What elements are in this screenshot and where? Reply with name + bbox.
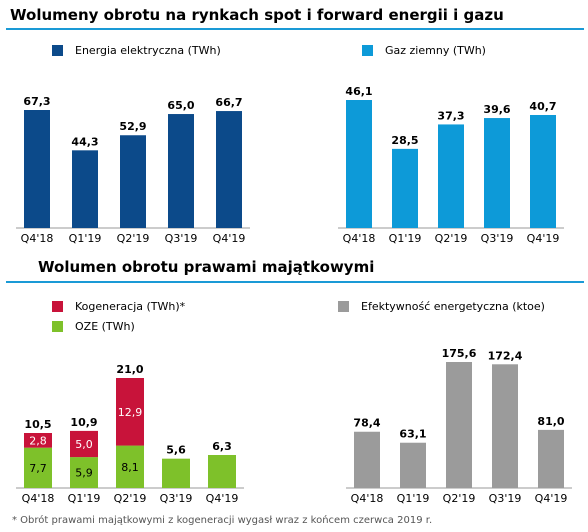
bar	[120, 135, 146, 228]
bar	[392, 148, 418, 228]
bar	[354, 431, 380, 488]
bar	[530, 114, 556, 228]
x-tick-label: Q3'19	[165, 232, 198, 245]
legend-energia-label: Energia elektryczna (TWh)	[75, 44, 221, 57]
x-tick-label: Q3'19	[160, 492, 193, 505]
total-label: 10,9	[70, 416, 97, 429]
legend-energia: Energia elektryczna (TWh)	[52, 44, 221, 57]
legend-kogeneracja: Kogeneracja (TWh)*	[52, 300, 185, 313]
data-label: 78,4	[353, 417, 380, 430]
data-label: 81,0	[537, 415, 564, 428]
data-label: 52,9	[119, 120, 146, 133]
x-tick-label: Q1'19	[68, 492, 101, 505]
legend-oze-label: OZE (TWh)	[75, 320, 135, 333]
total-label: 5,6	[166, 444, 186, 457]
x-tick-label: Q4'19	[535, 492, 568, 505]
total-label: 6,3	[212, 440, 232, 453]
bar-kogeneracja	[70, 430, 98, 458]
legend-efektywnosc-label: Efektywność energetyczna (ktoe)	[361, 300, 545, 313]
x-tick-label: Q2'19	[117, 232, 150, 245]
data-label: 39,6	[483, 103, 510, 116]
bottom-title-rule	[6, 281, 584, 283]
bar	[438, 124, 464, 228]
x-tick-label: Q4'18	[22, 492, 55, 505]
legend-gaz-label: Gaz ziemny (TWh)	[385, 44, 486, 57]
legend-efektywnosc: Efektywność energetyczna (ktoe)	[338, 300, 545, 313]
x-tick-label: Q4'19	[213, 232, 246, 245]
bar	[168, 114, 194, 228]
bar	[400, 442, 426, 488]
chart-energia: 67,3 Q4'18 44,3 Q1'19 52,9 Q2'19 65,0 Q3'19 66,7…	[16, 95, 250, 245]
bar	[72, 150, 98, 228]
legend-kogeneracja-swatch	[52, 301, 63, 312]
bar-oze	[162, 458, 190, 488]
bar	[346, 100, 372, 228]
bottom-title: Wolumen obrotu prawami majątkowymi	[38, 258, 375, 276]
total-label: 10,5	[24, 418, 51, 431]
footnote: * Obrót prawami majątkowymi z kogeneracj…	[12, 515, 433, 526]
bar	[492, 364, 518, 488]
x-tick-label: Q4'19	[527, 232, 560, 245]
bar	[216, 111, 242, 228]
bar	[24, 110, 50, 228]
legend-oze: OZE (TWh)	[52, 320, 135, 333]
oze-value-label: 5,9	[75, 467, 93, 480]
x-tick-label: Q2'19	[443, 492, 476, 505]
legend-gaz-swatch	[362, 45, 373, 56]
data-label: 67,3	[23, 95, 50, 108]
bar-kogeneracja	[116, 378, 144, 446]
top-title-rule	[6, 28, 584, 30]
bar-oze	[208, 455, 236, 488]
x-tick-label: Q4'18	[21, 232, 54, 245]
legend-energia-swatch	[52, 45, 63, 56]
oze-value-label: 7,7	[29, 462, 47, 475]
x-tick-label: Q4'18	[351, 492, 384, 505]
bar	[484, 118, 510, 228]
x-tick-label: Q1'19	[389, 232, 422, 245]
legend-kogeneracja-label: Kogeneracja (TWh)*	[75, 300, 186, 313]
data-label: 44,3	[71, 135, 98, 148]
legend-efektywnosc-swatch	[338, 301, 349, 312]
top-title: Wolumeny obrotu na rynkach spot i forwar…	[10, 6, 504, 24]
bar-kogeneracja	[24, 433, 52, 448]
x-tick-label: Q2'19	[435, 232, 468, 245]
chart-efektywnosc: 78,4 Q4'18 63,1 Q1'19 175,6 Q2'19 172,4 Q3'19 81…	[346, 347, 572, 505]
data-label: 37,3	[437, 109, 464, 122]
data-label: 172,4	[488, 349, 523, 362]
data-label: 66,7	[215, 96, 242, 109]
legend-gaz: Gaz ziemny (TWh)	[362, 44, 486, 57]
data-label: 46,1	[345, 85, 372, 98]
chart-prawa-majatkowe: 7,7 2,8 10,5 Q4'18 5,9 5,0 10,9 Q1'19 8,1 12,9 21,…	[16, 363, 244, 505]
data-label: 175,6	[442, 347, 477, 360]
kogeneracja-value-label: 5,0	[75, 438, 93, 451]
x-tick-label: Q3'19	[489, 492, 522, 505]
oze-value-label: 8,1	[121, 461, 139, 474]
total-label: 21,0	[116, 363, 143, 376]
x-tick-label: Q4'18	[343, 232, 376, 245]
legend-oze-swatch	[52, 321, 63, 332]
x-tick-label: Q2'19	[114, 492, 147, 505]
data-label: 63,1	[399, 428, 426, 441]
bar-oze	[24, 447, 52, 488]
x-tick-label: Q3'19	[481, 232, 514, 245]
x-tick-label: Q1'19	[69, 232, 102, 245]
bar	[538, 429, 564, 488]
data-label: 28,5	[391, 134, 418, 147]
chart-gaz: 46,1 Q4'18 28,5 Q1'19 37,3 Q2'19 39,6 Q3'19 40,7…	[338, 85, 564, 245]
x-tick-label: Q4'19	[206, 492, 239, 505]
kogeneracja-value-label: 2,8	[29, 434, 47, 447]
bar-oze	[116, 445, 144, 488]
x-tick-label: Q1'19	[397, 492, 430, 505]
data-label: 65,0	[167, 99, 194, 112]
kogeneracja-value-label: 12,9	[118, 406, 143, 419]
data-label: 40,7	[529, 100, 556, 113]
bar	[446, 362, 472, 488]
bar-oze	[70, 457, 98, 488]
